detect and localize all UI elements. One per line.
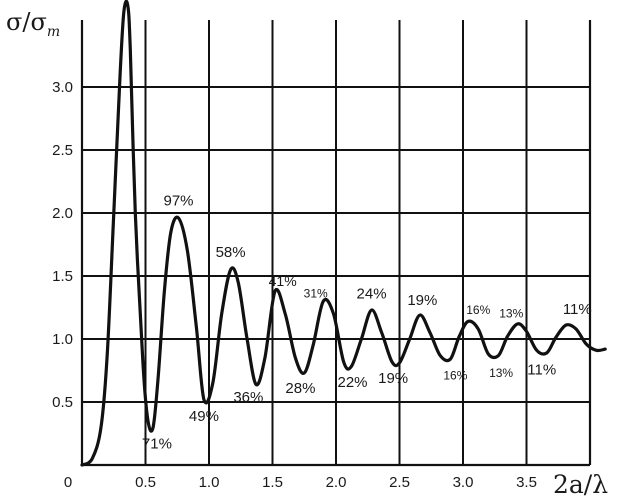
x-tick-label: 0	[64, 474, 72, 491]
data-label: 31%	[304, 286, 328, 300]
data-label: 16%	[443, 368, 467, 382]
x-tick-label: 3.0	[453, 474, 474, 491]
grid	[80, 20, 592, 467]
y-tick-label: 1.0	[52, 331, 73, 348]
data-label: 41%	[269, 273, 297, 289]
data-label: 19%	[407, 292, 437, 309]
y-tick-label: 1.5	[52, 268, 73, 285]
x-tick-label: 0.5	[135, 474, 156, 491]
data-label: 97%	[164, 192, 194, 209]
data-label: 36%	[233, 389, 263, 406]
tick-labels: 0 0.5 1.0 1.5 2.0 2.5 3.0 3.5 0.5 1.0 1.5 2.0 2.5 3.0	[52, 79, 537, 491]
data-label: 16%	[466, 303, 490, 317]
x-tick-label: 1.0	[199, 474, 220, 491]
y-tick-label: 2.0	[52, 205, 73, 222]
data-label: 13%	[499, 307, 523, 321]
y-tick-label: 3.0	[52, 79, 73, 96]
series-curve	[80, 0, 607, 467]
y-tick-label: 2.5	[52, 142, 73, 159]
y-axis-label: σ/σm	[6, 8, 60, 40]
data-label: 58%	[216, 244, 246, 261]
x-tick-label: 2.5	[389, 474, 410, 491]
series-layer	[80, 0, 607, 467]
data-label: 22%	[337, 374, 367, 391]
data-label: 11%	[527, 361, 556, 378]
x-tick-label: 1.5	[262, 474, 283, 491]
y-axis-label-sub: m	[47, 24, 60, 40]
data-label: 24%	[357, 286, 387, 303]
data-label: 11%	[563, 301, 592, 318]
data-label: 49%	[189, 408, 219, 425]
x-axis-label: 2a/λ	[553, 470, 608, 499]
data-label: 28%	[285, 380, 315, 397]
data-label: 13%	[489, 366, 513, 380]
y-axis-label-main: σ/σ	[6, 8, 47, 36]
data-label: 71%	[142, 436, 172, 453]
x-tick-label: 3.5	[516, 474, 537, 491]
annotations: 97% 58% 41% 31% 24% 19% 16% 13% 11% 71% 49% 36% 28% 2…	[142, 192, 592, 452]
y-tick-label: 0.5	[52, 394, 73, 411]
data-label: 19%	[378, 370, 408, 387]
x-tick-label: 2.0	[326, 474, 347, 491]
